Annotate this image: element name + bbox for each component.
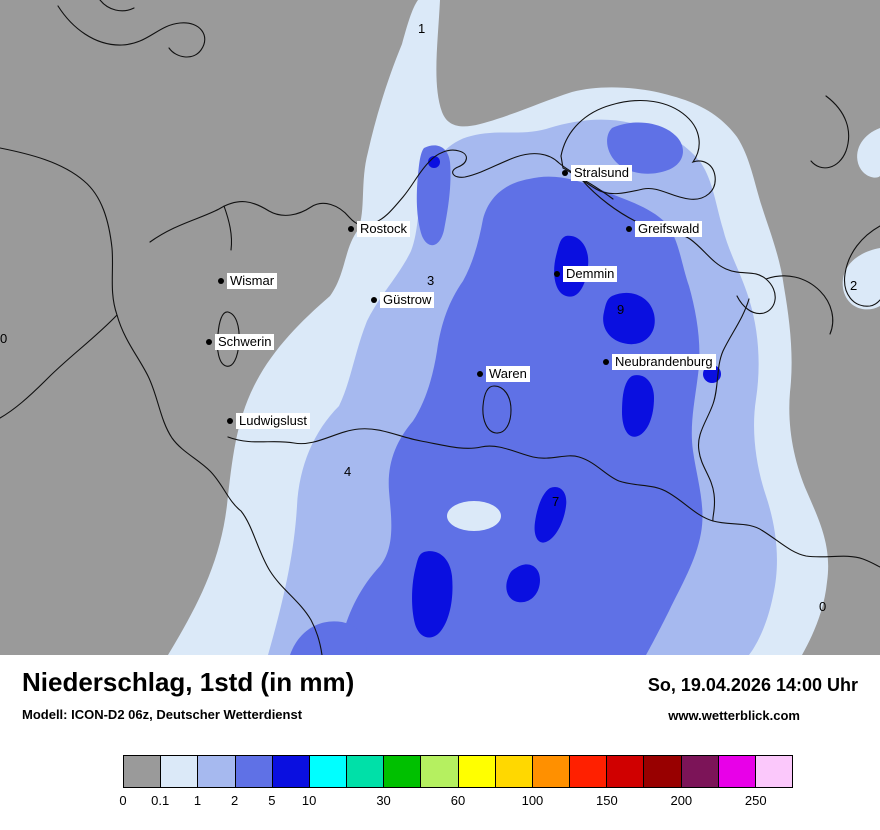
legend-cell bbox=[161, 756, 199, 787]
city-marker-neubrandenburg: Neubrandenburg bbox=[603, 353, 716, 371]
city-marker-demmin: Demmin bbox=[554, 265, 618, 283]
city-marker-guestrow: Güstrow bbox=[371, 291, 435, 309]
city-dot bbox=[603, 359, 609, 365]
legend-label: 200 bbox=[670, 793, 693, 808]
map-value: 9 bbox=[617, 302, 625, 317]
map-value: 7 bbox=[552, 494, 560, 509]
city-marker-greifswald: Greifswald bbox=[626, 220, 703, 238]
legend-cell bbox=[384, 756, 422, 787]
legend-cell bbox=[347, 756, 385, 787]
page-title: Niederschlag, 1std (in mm) bbox=[22, 667, 355, 697]
legend-cell bbox=[644, 756, 682, 787]
legend-cell bbox=[681, 756, 719, 787]
city-dot bbox=[348, 226, 354, 232]
rain-area-heavy bbox=[290, 122, 703, 655]
legend-cell bbox=[607, 756, 645, 787]
city-marker-waren: Waren bbox=[477, 365, 530, 383]
city-marker-ludwigslust: Ludwigslust bbox=[227, 412, 310, 430]
legend-cell bbox=[235, 756, 273, 787]
precipitation-map bbox=[0, 0, 880, 655]
city-label: Rostock bbox=[357, 221, 410, 237]
city-label: Güstrow bbox=[380, 292, 435, 308]
city-marker-stralsund: Stralsund bbox=[562, 164, 632, 182]
legend-label: 60 bbox=[450, 793, 466, 808]
city-label: Demmin bbox=[563, 266, 618, 282]
city-label: Neubrandenburg bbox=[612, 354, 716, 370]
map-value: 0 bbox=[0, 331, 8, 346]
city-dot bbox=[206, 339, 212, 345]
legend-label: 5 bbox=[268, 793, 276, 808]
legend-cell bbox=[309, 756, 348, 787]
legend-label: 1 bbox=[193, 793, 202, 808]
legend-label: 150 bbox=[596, 793, 618, 808]
website-label: www.wetterblick.com bbox=[668, 708, 800, 723]
city-dot bbox=[371, 297, 377, 303]
rain-area-intense bbox=[412, 156, 721, 638]
map-value: 1 bbox=[418, 21, 426, 36]
legend-cell bbox=[124, 756, 162, 787]
legend-bar bbox=[123, 755, 793, 788]
map-value: 2 bbox=[850, 278, 858, 293]
city-label: Greifswald bbox=[635, 221, 703, 237]
legend-label: 100 bbox=[521, 793, 544, 808]
legend-cell bbox=[421, 756, 459, 787]
legend-cell bbox=[272, 756, 310, 787]
legend-cell bbox=[718, 756, 756, 787]
city-dot bbox=[554, 271, 560, 277]
city-label: Waren bbox=[486, 366, 530, 382]
legend-cell bbox=[495, 756, 533, 787]
legend-label: 0.1 bbox=[151, 793, 170, 808]
city-dot bbox=[477, 371, 483, 377]
info-panel: Niederschlag, 1std (in mm) So, 19.04.202… bbox=[0, 655, 880, 830]
legend-cell bbox=[755, 756, 793, 787]
city-dot bbox=[218, 278, 224, 284]
map-value: 0 bbox=[819, 599, 827, 614]
city-label: Stralsund bbox=[571, 165, 632, 181]
legend-cell bbox=[532, 756, 571, 787]
valid-datetime: So, 19.04.2026 14:00 Uhr bbox=[647, 675, 858, 695]
map-value: 3 bbox=[427, 273, 435, 288]
city-dot bbox=[562, 170, 568, 176]
model-info: Modell: ICON-D2 06z, Deutscher Wetterdie… bbox=[22, 707, 303, 722]
city-dot bbox=[626, 226, 632, 232]
map-value: 4 bbox=[344, 464, 352, 479]
city-label: Wismar bbox=[227, 273, 278, 289]
city-marker-schwerin: Schwerin bbox=[206, 333, 275, 351]
city-label: Schwerin bbox=[215, 334, 275, 350]
coastlines-and-borders bbox=[0, 0, 880, 655]
legend-label: 30 bbox=[376, 793, 391, 808]
city-label: Ludwigslust bbox=[236, 413, 310, 429]
legend-label: 2 bbox=[231, 793, 239, 808]
legend-cell bbox=[198, 756, 236, 787]
legend-cell bbox=[570, 756, 608, 787]
city-marker-rostock: Rostock bbox=[348, 220, 410, 238]
legend-label: 10 bbox=[301, 793, 317, 808]
legend-labels: 0 0.1 1 2 5 10 30 60 100 150 200 250 bbox=[119, 793, 793, 811]
city-marker-wismar: Wismar bbox=[218, 272, 278, 290]
legend-label: 250 bbox=[744, 793, 767, 808]
map-area: Stralsund Greifswald Rostock Wismar Güst… bbox=[0, 0, 880, 655]
city-dot bbox=[227, 418, 233, 424]
legend-cell bbox=[458, 756, 496, 787]
legend-label: 0 bbox=[119, 793, 127, 808]
